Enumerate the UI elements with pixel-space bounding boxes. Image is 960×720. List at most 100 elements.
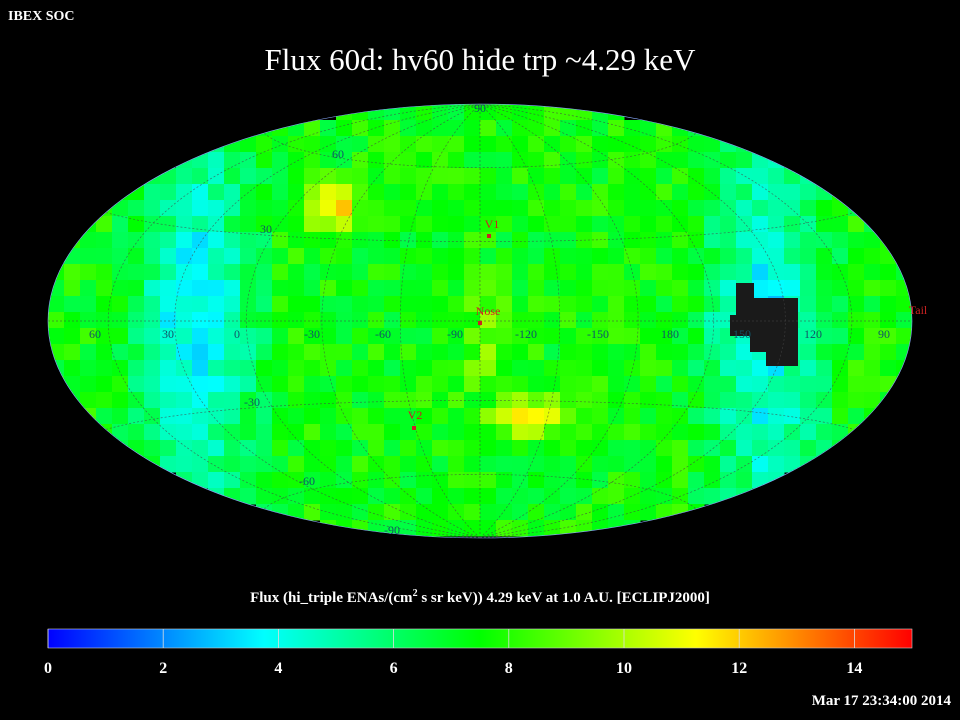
flux-pixel bbox=[720, 184, 737, 201]
flux-pixel bbox=[352, 376, 369, 393]
flux-pixel bbox=[384, 328, 401, 345]
flux-pixel bbox=[544, 456, 561, 473]
flux-pixel bbox=[160, 408, 177, 425]
flux-pixel bbox=[272, 312, 289, 329]
meridian bbox=[479, 104, 561, 538]
flux-pixel bbox=[320, 184, 337, 201]
colorbar-title-rest: s sr keV)) 4.29 keV at 1.0 A.U. [ECLIPJ2… bbox=[417, 590, 710, 606]
flux-pixel bbox=[704, 440, 721, 457]
flux-pixel bbox=[864, 328, 881, 345]
flux-pixel bbox=[352, 120, 369, 137]
flux-pixel bbox=[880, 360, 897, 377]
flux-pixel bbox=[336, 328, 353, 345]
flux-pixel bbox=[432, 408, 449, 425]
flux-pixel bbox=[736, 424, 753, 441]
flux-pixel bbox=[736, 216, 753, 233]
flux-pixel bbox=[448, 280, 465, 297]
flux-pixel bbox=[640, 120, 657, 137]
flux-pixel bbox=[784, 376, 801, 393]
flux-pixel bbox=[288, 488, 305, 505]
flux-pixel bbox=[528, 312, 545, 329]
flux-pixel bbox=[512, 152, 529, 169]
flux-pixel bbox=[688, 456, 705, 473]
flux-pixel bbox=[832, 424, 849, 441]
longitude-label: 30 bbox=[162, 327, 174, 341]
flux-pixel bbox=[208, 472, 225, 489]
flux-pixel bbox=[256, 504, 273, 521]
flux-pixel bbox=[208, 424, 225, 441]
flux-pixel bbox=[240, 488, 257, 505]
flux-pixel bbox=[896, 312, 912, 329]
flux-pixel bbox=[592, 232, 609, 249]
flux-pixel bbox=[624, 184, 641, 201]
flux-pixel bbox=[288, 248, 305, 265]
flux-pixel bbox=[496, 376, 513, 393]
flux-pixel bbox=[96, 376, 113, 393]
flux-pixel bbox=[800, 376, 817, 393]
flux-pixel bbox=[544, 168, 561, 185]
flux-pixel bbox=[384, 520, 401, 537]
flux-pixel bbox=[208, 456, 225, 473]
flux-pixel bbox=[240, 264, 257, 281]
flux-pixel bbox=[512, 232, 529, 249]
flux-pixel bbox=[240, 472, 257, 489]
parallel bbox=[263, 132, 697, 168]
flux-pixel bbox=[432, 200, 449, 217]
flux-pixel bbox=[192, 280, 209, 297]
flux-pixel bbox=[384, 152, 401, 169]
flux-pixel bbox=[400, 280, 417, 297]
flux-pixel bbox=[96, 264, 113, 281]
flux-pixel bbox=[624, 360, 641, 377]
flux-pixel bbox=[720, 248, 737, 265]
flux-pixel bbox=[544, 216, 561, 233]
flux-pixel bbox=[272, 264, 289, 281]
flux-pixel bbox=[448, 328, 465, 345]
flux-pixel bbox=[304, 488, 321, 505]
flux-pixel bbox=[368, 408, 385, 425]
flux-pixel bbox=[192, 216, 209, 233]
flux-pixel bbox=[528, 168, 545, 185]
flux-pixel bbox=[416, 504, 433, 521]
flux-pixel bbox=[256, 184, 273, 201]
flux-pixel bbox=[656, 408, 673, 425]
flux-pixel bbox=[400, 296, 417, 313]
flux-pixel bbox=[688, 312, 705, 329]
flux-pixel bbox=[544, 264, 561, 281]
flux-pixel bbox=[736, 392, 753, 409]
flux-pixel bbox=[656, 376, 673, 393]
flux-pixel bbox=[144, 280, 161, 297]
flux-pixel bbox=[640, 136, 657, 153]
flux-pixel bbox=[384, 424, 401, 441]
flux-pixel bbox=[416, 264, 433, 281]
flux-pixel bbox=[320, 120, 337, 137]
flux-pixel bbox=[384, 232, 401, 249]
flux-pixel bbox=[624, 520, 641, 537]
flux-pixel bbox=[800, 408, 817, 425]
parallel bbox=[105, 400, 855, 430]
flux-pixel bbox=[688, 280, 705, 297]
flux-pixel bbox=[416, 232, 433, 249]
flux-pixel bbox=[320, 392, 337, 409]
flux-pixel bbox=[208, 152, 225, 169]
flux-pixel bbox=[432, 184, 449, 201]
flux-pixel bbox=[592, 440, 609, 457]
flux-pixel bbox=[464, 440, 481, 457]
flux-pixel bbox=[368, 488, 385, 505]
flux-pixel bbox=[800, 264, 817, 281]
flux-pixel bbox=[336, 296, 353, 313]
marker-label-v2: V2 bbox=[408, 408, 423, 422]
flux-pixel bbox=[624, 216, 641, 233]
flux-pixel bbox=[208, 264, 225, 281]
flux-pixel bbox=[480, 376, 497, 393]
flux-pixel bbox=[688, 152, 705, 169]
flux-pixel bbox=[704, 216, 721, 233]
flux-pixel bbox=[688, 424, 705, 441]
longitude-label: -150 bbox=[587, 327, 609, 341]
flux-pixel bbox=[512, 440, 529, 457]
flux-pixel bbox=[80, 264, 97, 281]
flux-pixel bbox=[240, 360, 257, 377]
flux-pixel bbox=[160, 296, 177, 313]
flux-pixel bbox=[560, 456, 577, 473]
flux-pixel bbox=[336, 312, 353, 329]
flux-pixel bbox=[880, 312, 897, 329]
